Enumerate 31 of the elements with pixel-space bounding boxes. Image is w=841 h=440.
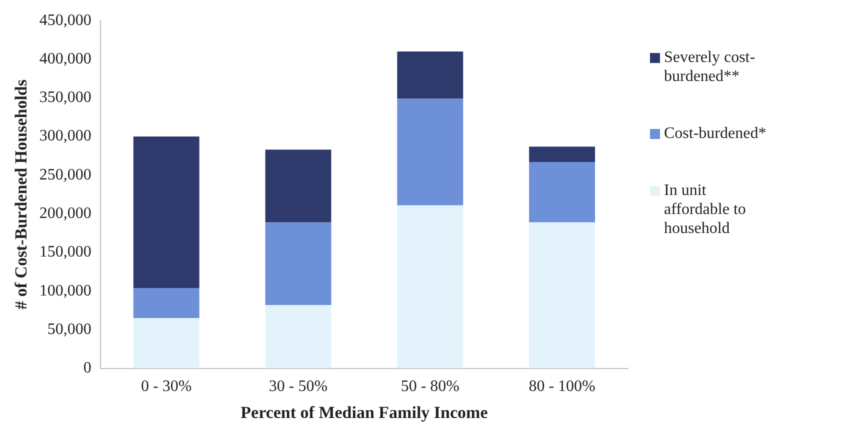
bar: [397, 52, 464, 99]
bar: [133, 136, 200, 288]
bar: [529, 146, 596, 162]
legend-label: Cost-burdened*: [664, 124, 768, 143]
y-tick-label: 100,000: [39, 282, 92, 300]
legend-label: Severely cost-burdened**: [664, 48, 756, 86]
bar: [265, 222, 332, 306]
y-tick-label: 400,000: [39, 50, 92, 68]
bar: [133, 288, 200, 318]
legend-label: In unit affordable to household: [664, 181, 747, 238]
bar: [529, 162, 596, 222]
y-tick-label: 200,000: [39, 205, 92, 222]
bar: [397, 205, 464, 368]
y-axis-title: # of Cost-Burdened Households: [12, 79, 31, 310]
x-tick-label: 0 - 30%: [141, 378, 192, 396]
bar: [133, 318, 200, 368]
y-tick-label: 300,000: [39, 128, 92, 145]
x-tick-label: 80 - 100%: [528, 378, 596, 396]
y-tick-label: 0: [83, 360, 92, 377]
bar: [529, 222, 596, 368]
x-axis-title: Percent of Median Family Income: [240, 403, 488, 422]
x-tick-label: 50 - 80%: [400, 378, 460, 396]
bar: [265, 150, 332, 222]
y-tick-label: 250,000: [39, 166, 92, 184]
y-tick-label: 450,000: [39, 12, 92, 29]
bar: [265, 305, 332, 368]
y-tick-label: 350,000: [39, 89, 92, 106]
y-tick-label: 150,000: [39, 244, 92, 261]
y-tick-label: 50,000: [47, 320, 92, 338]
bar: [397, 98, 464, 206]
x-tick-label: 30 - 50%: [268, 378, 328, 396]
